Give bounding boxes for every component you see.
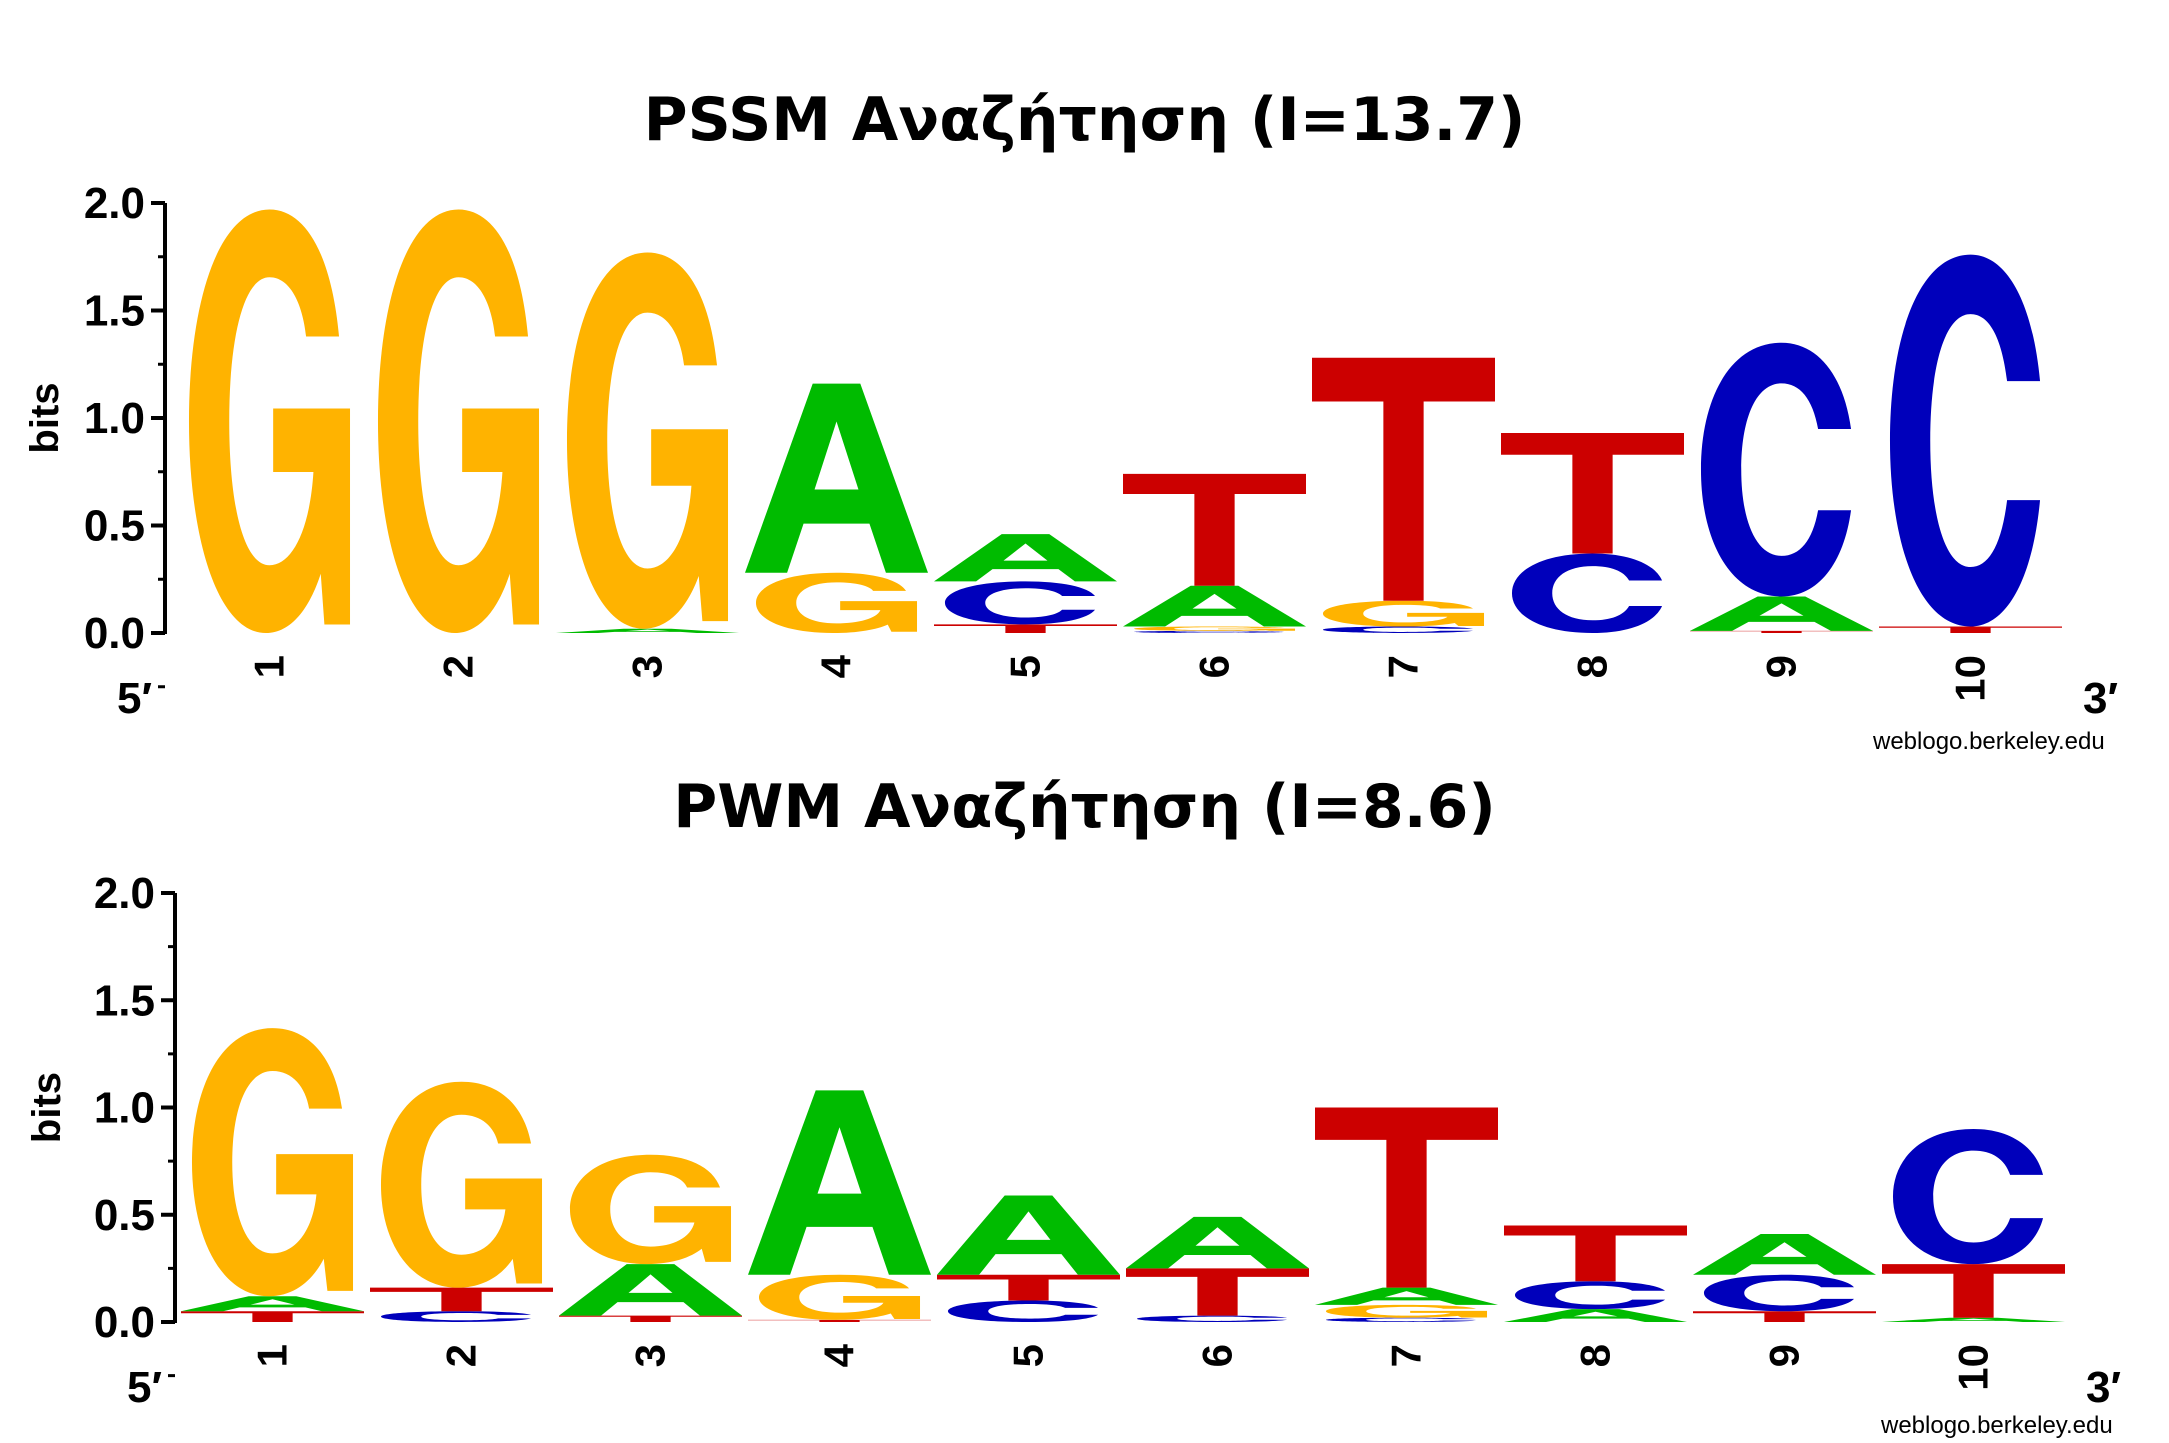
logo-letter-T [937,1274,1120,1301]
y-tick-label: 1.0 [84,394,145,443]
logo-letter-A [1504,1309,1687,1322]
logo-letter-A [937,1195,1120,1275]
logo-letter-A [934,534,1117,582]
five-prime-label: 5′ [117,674,152,720]
logo-letter-A [559,1264,742,1316]
y-tick-label: 2.0 [94,869,155,918]
chart-title: PWM Αναζήτηση (I=8.6) [673,772,1496,842]
x-position-label: 10 [1947,655,1994,702]
logo-letter-C [1514,1281,1666,1310]
x-position-label: 8 [1569,655,1616,678]
logo-letter-A [1690,596,1873,631]
x-position-label: 1 [246,655,293,678]
logo-letter-T [1126,1268,1309,1316]
x-position-label: 4 [816,1343,863,1367]
logo-letter-C [1700,342,1852,597]
logo-letter-C [947,1300,1099,1322]
logo-letter-G [755,572,918,633]
x-position-label: 7 [1383,1344,1430,1367]
logo-letter-T [748,1319,931,1322]
logo-letter-A [1882,1317,2065,1322]
y-tick-label: 1.5 [94,976,155,1025]
sequence-logo-chart: 0.0 0.5 1.0 1.5 2.0 bits 1 2 3 4 5 6 7 8 9 10 5′ 3′ [25,869,2121,1412]
y-tick-label: 1.0 [94,1084,155,1133]
logo-panel-pwm: PWM Αναζήτηση (I=8.6) 0.0 0.5 1.0 1.5 2.0 bit… [0,760,2169,1443]
credit-text: weblogo.berkeley.edu [1873,728,2105,755]
x-position-label: 6 [1194,1344,1241,1367]
logo-letter-A [1315,1287,1498,1305]
logo-letter-C [1511,553,1663,633]
logo-letter-G [758,1274,921,1320]
logo-letter-A [748,1090,931,1275]
logo-letter-C [1136,1315,1288,1322]
x-position-label: 3 [627,1344,674,1367]
logo-letter-C [1322,626,1474,633]
logo-letter-C [1325,1317,1477,1322]
logo-letter-T [1879,626,2062,633]
logo-letter-A [1123,585,1306,627]
x-position-label: 7 [1380,655,1427,678]
x-position-label: 9 [1758,655,1805,678]
logo-letter-C [380,1311,532,1322]
x-position-label: 8 [1572,1344,1619,1367]
y-tick-label: 0.5 [84,502,145,551]
logo-letter-A [1126,1216,1309,1269]
x-position-label: 5 [1002,655,1049,678]
logo-letter-G [1133,626,1296,631]
chart-title: PSSM Αναζήτηση (I=13.7) [643,85,1526,155]
logo-letter-T [934,624,1117,633]
logo-letter-T [181,1311,364,1322]
logo-letter-A [1693,1234,1876,1275]
logo-letter-A [745,383,928,573]
logo-letter-T [370,1287,553,1312]
x-position-label: 3 [624,655,671,678]
credit-text: weblogo.berkeley.edu [1881,1412,2113,1439]
logo-letter-G [380,1081,543,1288]
x-position-label: 5 [1005,1344,1052,1367]
x-position-label: 4 [813,654,860,678]
logo-letter-G [566,252,729,629]
logo-letter-T [1501,433,1684,554]
logo-panel-pssm: PSSM Αναζήτηση (I=13.7) 0.0 0.5 1.0 1.5 2.0 b… [23,85,2118,755]
x-position-label: 1 [249,1344,296,1367]
y-axis-label: bits [25,1072,69,1143]
logo-letter-T [1123,473,1306,586]
logo-letter-C [1703,1274,1855,1312]
y-tick-label: 0.0 [84,609,145,658]
logo-letter-G [1322,600,1485,627]
y-tick-label: 2.0 [84,179,145,228]
logo-letter-C [1889,254,2041,627]
logo-letter-T [1690,630,1873,633]
x-position-label: 2 [438,1344,485,1367]
five-prime-label: 5′ [127,1363,162,1412]
x-position-label: 6 [1191,655,1238,678]
logo-letter-T [1504,1225,1687,1282]
y-tick-label: 0.0 [94,1298,155,1347]
logo-letter-A [556,628,739,633]
logo-letter-G [1325,1304,1488,1318]
logo-letter-C [1133,630,1285,633]
x-position-label: 10 [1950,1344,1997,1391]
logo-letter-T [1312,357,1495,601]
y-tick-label: 1.5 [84,287,145,336]
three-prime-label: 3′ [2083,674,2118,720]
logo-letter-T [1315,1107,1498,1288]
x-position-label: 9 [1761,1344,1808,1367]
sequence-logo-chart: 0.0 0.5 1.0 1.5 2.0 bits 1 2 3 4 5 6 7 8 9 10 5′ 3′ [23,179,2118,720]
logo-letter-T [559,1315,742,1322]
logo-letter-T [1693,1311,1876,1322]
x-position-label: 2 [435,655,482,678]
three-prime-label: 3′ [2086,1363,2121,1412]
logo-letter-G [191,1028,354,1297]
logo-letter-G [188,209,351,633]
y-axis-label: bits [23,382,67,453]
logo-letter-C [944,581,1096,625]
logo-letter-G [377,209,540,633]
logo-letter-G [569,1154,732,1265]
logo-letter-C [1892,1128,2044,1265]
y-tick-label: 0.5 [94,1191,155,1240]
logo-letter-T [1882,1264,2065,1318]
logo-letter-A [181,1296,364,1312]
